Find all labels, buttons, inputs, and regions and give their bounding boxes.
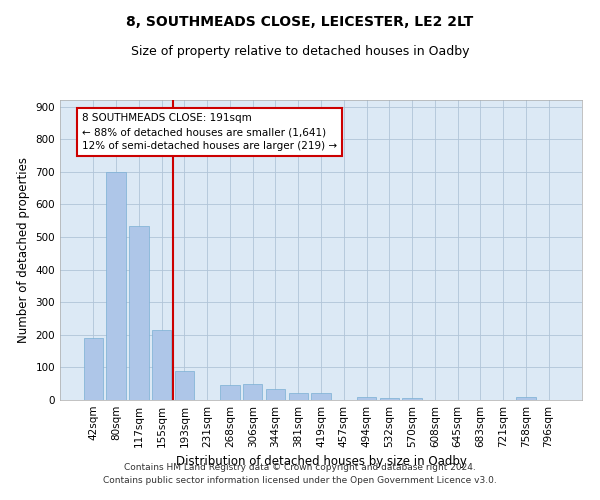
Text: 8 SOUTHMEADS CLOSE: 191sqm
← 88% of detached houses are smaller (1,641)
12% of s: 8 SOUTHMEADS CLOSE: 191sqm ← 88% of deta… <box>82 113 337 151</box>
Bar <box>84 338 103 400</box>
Bar <box>175 370 194 400</box>
Bar <box>357 396 376 400</box>
Bar <box>289 394 308 400</box>
Bar <box>243 384 262 400</box>
Bar <box>129 226 149 400</box>
Y-axis label: Number of detached properties: Number of detached properties <box>17 157 30 343</box>
Text: 8, SOUTHMEADS CLOSE, LEICESTER, LE2 2LT: 8, SOUTHMEADS CLOSE, LEICESTER, LE2 2LT <box>127 15 473 29</box>
Bar <box>266 388 285 400</box>
Bar <box>311 394 331 400</box>
Bar <box>152 330 172 400</box>
Bar <box>106 172 126 400</box>
Bar <box>516 396 536 400</box>
Bar <box>403 398 422 400</box>
Text: Contains HM Land Registry data © Crown copyright and database right 2024.
Contai: Contains HM Land Registry data © Crown c… <box>103 464 497 485</box>
Bar <box>220 386 239 400</box>
Text: Size of property relative to detached houses in Oadby: Size of property relative to detached ho… <box>131 45 469 58</box>
Bar <box>380 398 399 400</box>
X-axis label: Distribution of detached houses by size in Oadby: Distribution of detached houses by size … <box>176 456 466 468</box>
